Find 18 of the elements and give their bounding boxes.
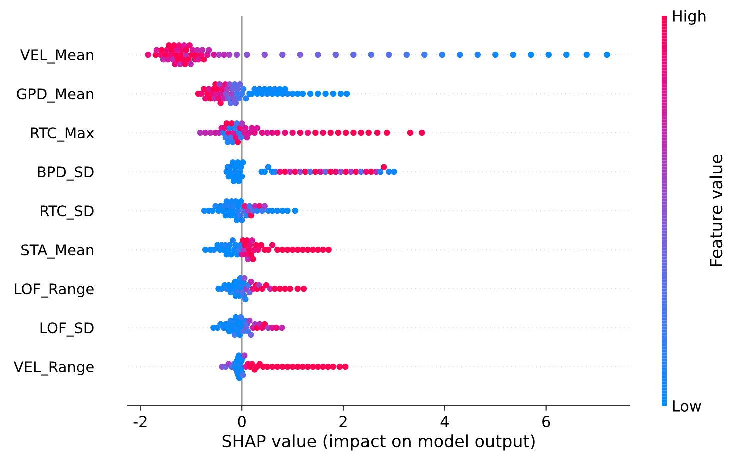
x-tick-label: 6 [542,416,550,428]
color-bar-label: High [673,10,706,25]
y-tick-label: STA_Mean [22,244,94,259]
y-tick-label: BPD_SD [38,166,94,181]
x-tick-label: -2 [134,416,147,428]
x-tick-label: 2 [340,416,347,428]
y-tick-label: RTC_SD [41,206,94,220]
y-tick-label: RTC_Max [31,128,94,142]
color-bar-label: Low [673,400,702,412]
x-tick-label: 0 [238,416,246,428]
y-tick-label: VEL_Mean [20,50,94,64]
y-tick-label: LOF_Range [15,284,94,298]
y-tick-label: VEL_Range [14,362,94,376]
x-tick-label: 4 [440,416,449,428]
color-bar-title: Feature value [710,154,723,266]
x-axis-title: SHAP value (impact on model output) [222,434,535,451]
y-tick-label: GPD_Mean [17,88,94,103]
y-tick-label: LOF_SD [40,322,94,337]
